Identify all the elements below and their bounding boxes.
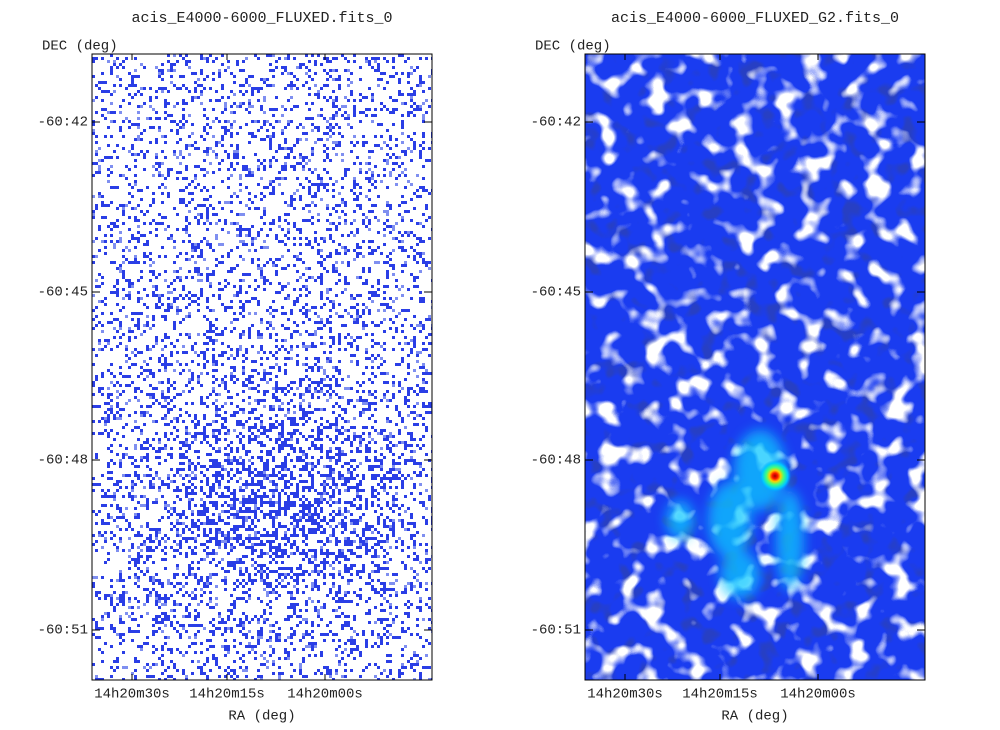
x-axis-label: RA (deg) — [228, 709, 295, 725]
x-tick-label: 14h20m00s — [780, 687, 856, 703]
y-axis-label: DEC (deg) — [535, 39, 611, 55]
y-tick-label: -60:51 — [38, 623, 88, 639]
x-tick-label: 14h20m15s — [682, 687, 758, 703]
panel-title: acis_E4000-6000_FLUXED_G2.fits_0 — [611, 10, 899, 27]
panel-title: acis_E4000-6000_FLUXED.fits_0 — [131, 10, 392, 27]
x-tick-label: 14h20m30s — [94, 687, 170, 703]
image-right — [585, 54, 925, 680]
y-tick-label: -60:42 — [531, 115, 581, 131]
y-tick-label: -60:42 — [38, 115, 88, 131]
y-tick-label: -60:48 — [531, 453, 581, 469]
y-tick-label: -60:48 — [38, 453, 88, 469]
x-tick-label: 14h20m15s — [189, 687, 265, 703]
frame — [584, 53, 926, 681]
y-tick-label: -60:51 — [531, 623, 581, 639]
y-tick-label: -60:45 — [531, 285, 581, 301]
y-axis-label: DEC (deg) — [42, 39, 118, 55]
image-left — [92, 54, 432, 680]
x-tick-label: 14h20m30s — [587, 687, 663, 703]
y-tick-label: -60:45 — [38, 285, 88, 301]
x-axis-label: RA (deg) — [721, 709, 788, 725]
frame — [91, 53, 433, 681]
x-tick-label: 14h20m00s — [287, 687, 363, 703]
